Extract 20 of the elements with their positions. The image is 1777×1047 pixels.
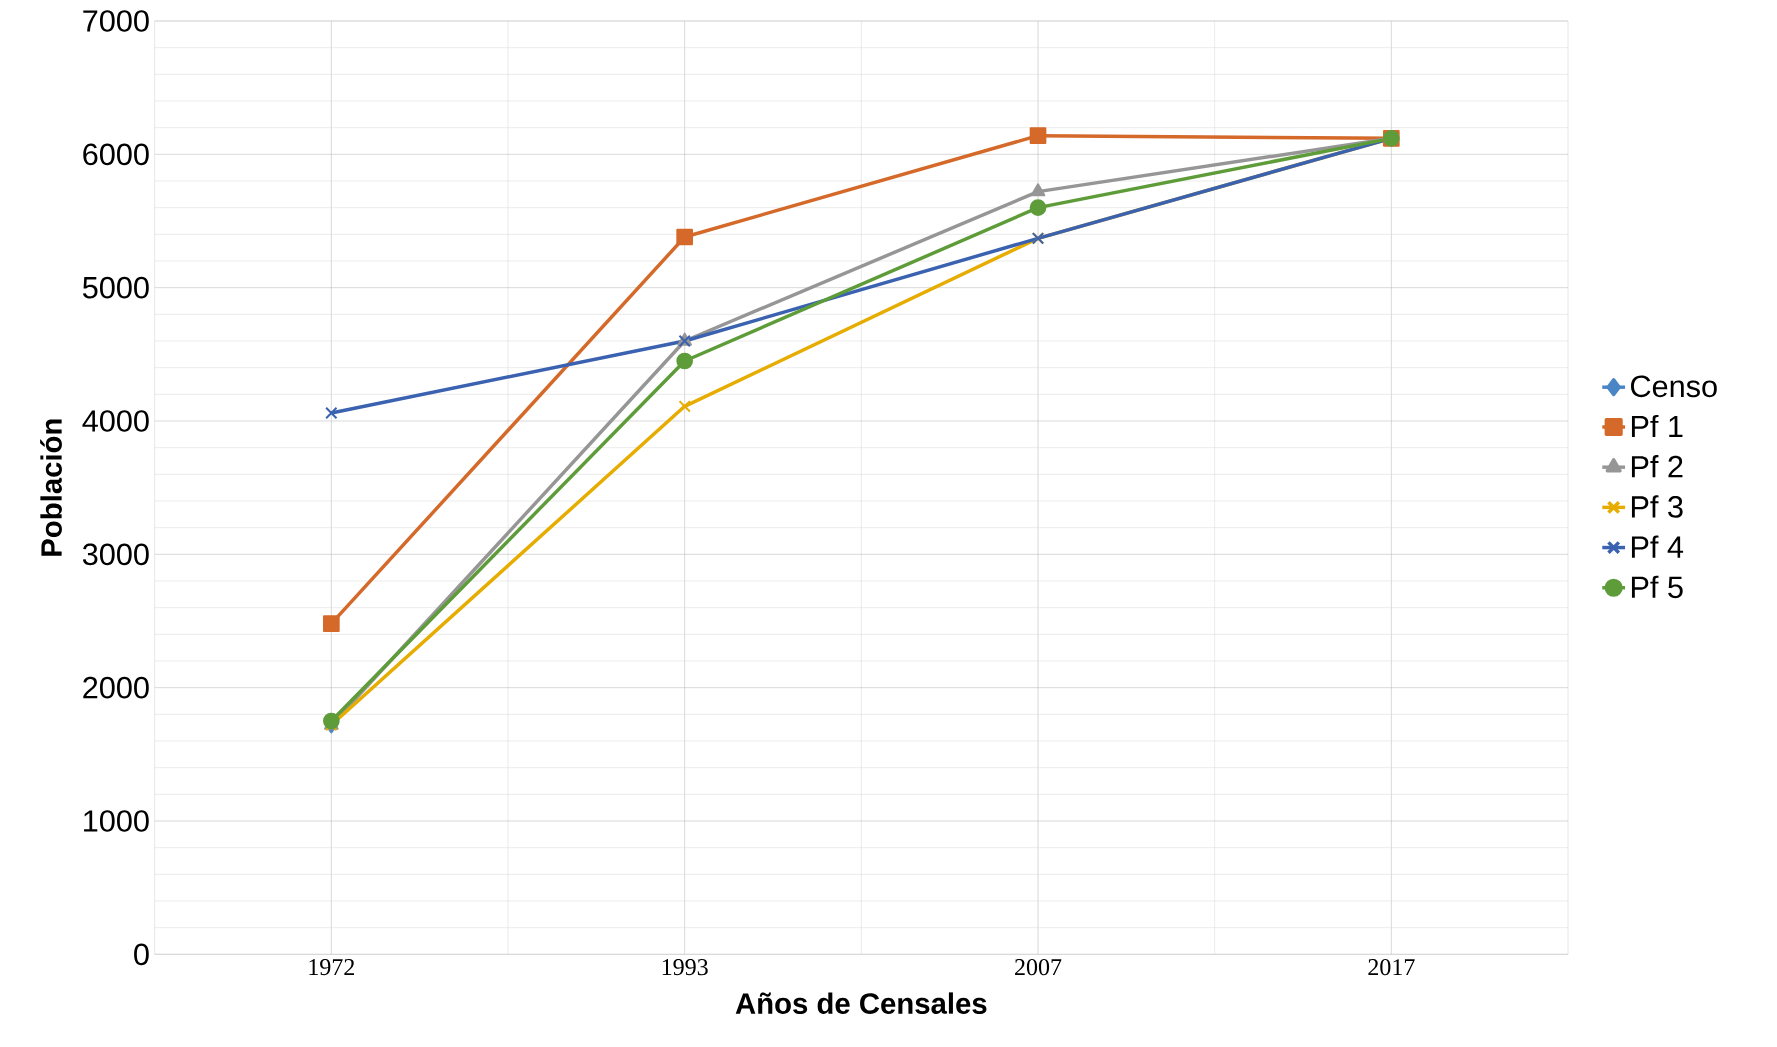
y-tick-label: 2000 bbox=[83, 676, 149, 699]
y-tick-label: 6000 bbox=[83, 143, 149, 166]
y-axis-title: Población bbox=[40, 419, 62, 556]
y-tick-label: 4000 bbox=[82, 410, 149, 432]
x-tick-label: 1993 bbox=[662, 959, 708, 976]
legend-label: Censo bbox=[1631, 375, 1717, 398]
y-tick-label: 1000 bbox=[84, 810, 149, 832]
legend-label: Pf 2 bbox=[1631, 455, 1683, 478]
legend-label: Pf 1 bbox=[1631, 414, 1683, 438]
x-tick-label: 1972 bbox=[309, 959, 355, 976]
y-tick-label: 7000 bbox=[83, 10, 149, 32]
y-tick-label: 0 bbox=[134, 943, 149, 966]
legend-label: Pf 3 bbox=[1631, 495, 1683, 518]
legend-label: Pf 5 bbox=[1631, 575, 1683, 599]
x-tick-label: 2007 bbox=[1015, 959, 1062, 976]
legend-label: Pf 4 bbox=[1631, 535, 1684, 558]
y-tick-label: 5000 bbox=[82, 276, 149, 299]
y-tick-label: 3000 bbox=[82, 543, 149, 566]
x-axis-title: Años de Censales bbox=[735, 992, 987, 1014]
x-tick-label: 2017 bbox=[1368, 959, 1415, 976]
